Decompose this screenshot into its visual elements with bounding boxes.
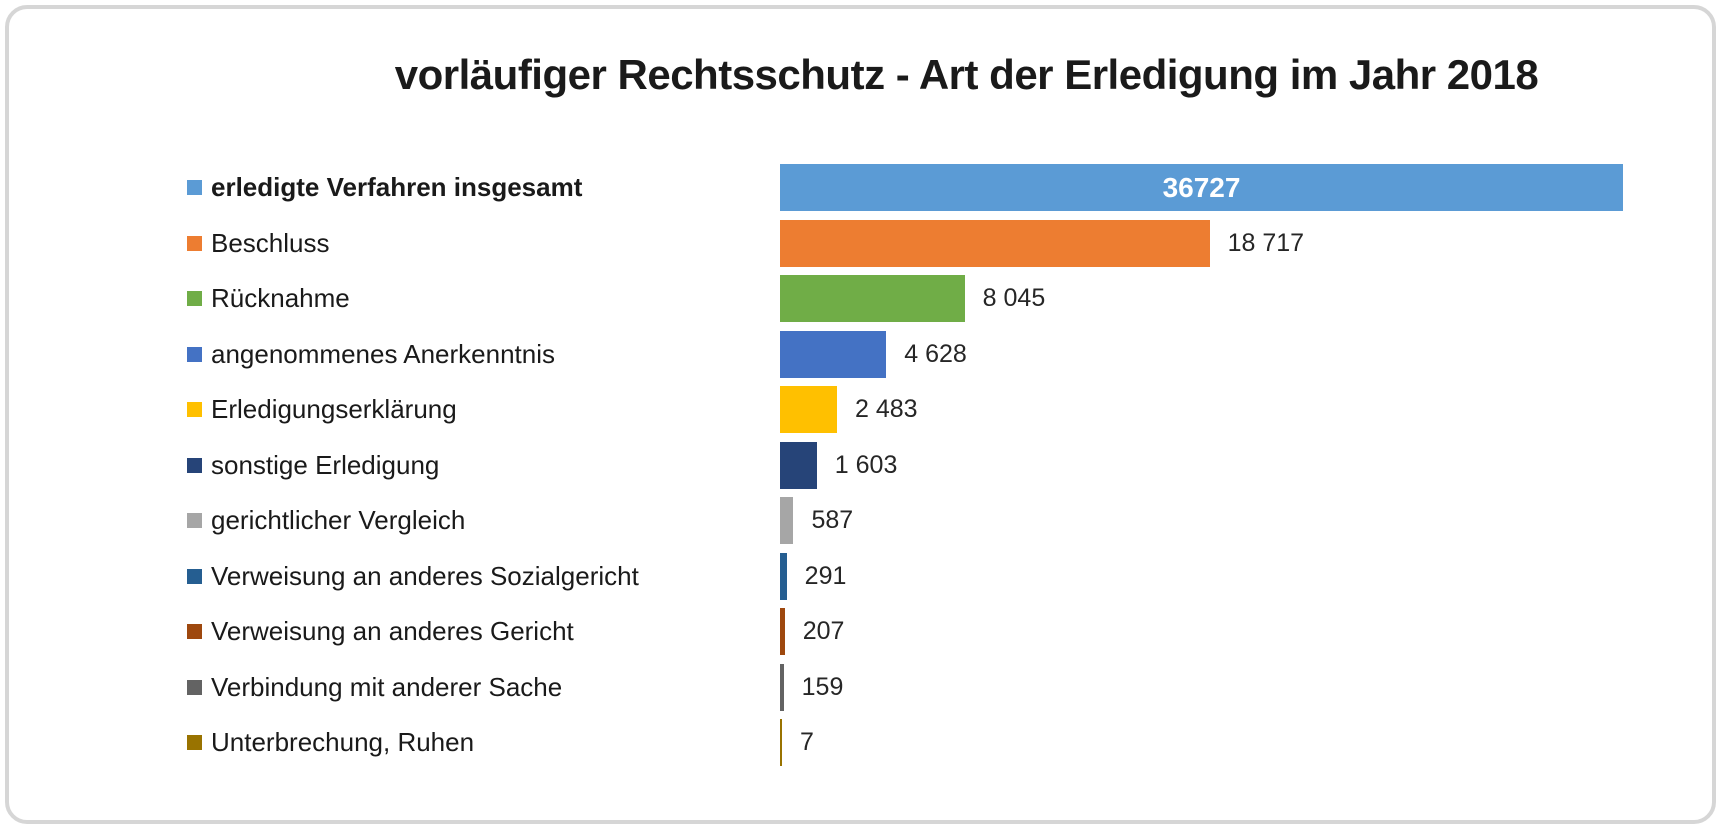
chart-card: vorläufiger Rechtsschutz - Art der Erled… <box>5 5 1716 824</box>
chart-row: gerichtlicher Vergleich 587 <box>9 497 1721 544</box>
legend-color-swatch <box>187 679 202 695</box>
value-label: 7 <box>800 728 814 756</box>
value-label: 18 717 <box>1227 228 1305 257</box>
chart-row: Rücknahme 8 045 <box>9 275 1721 322</box>
bar <box>780 441 817 489</box>
category-label: sonstige Erledigung <box>211 449 440 480</box>
chart-row: sonstige Erledigung 1 603 <box>9 441 1721 489</box>
value-label: 36727 <box>1162 172 1241 203</box>
chart-row: Verweisung an anderes Sozialgericht 291 <box>9 552 1721 600</box>
category-label: angenommenes Anerkenntnis <box>211 338 556 369</box>
value-label: 159 <box>801 672 844 701</box>
value-label: 291 <box>804 561 847 590</box>
category-label: Erledigungserklärung <box>211 394 457 424</box>
bar <box>780 608 785 655</box>
legend-color-swatch <box>187 624 202 639</box>
value-label: 207 <box>802 617 845 645</box>
bar <box>780 275 965 322</box>
category-label: gerichtlicher Vergleich <box>211 505 466 535</box>
bar <box>780 386 837 433</box>
value-label: 2 483 <box>854 395 918 423</box>
chart-row: Beschluss 18 717 <box>9 219 1721 267</box>
chart-row: Verbindung mit anderer Sache 159 <box>9 663 1721 711</box>
legend-color-swatch <box>187 513 202 528</box>
bar <box>780 164 1623 211</box>
legend-color-swatch <box>187 291 202 306</box>
bar <box>780 497 794 544</box>
bar <box>780 330 887 378</box>
category-label: Unterbrechung, Ruhen <box>211 727 475 757</box>
category-label: Verweisung an anderes Gericht <box>211 616 574 646</box>
category-label: Verweisung an anderes Sozialgericht <box>211 560 639 591</box>
chart-row: Unterbrechung, Ruhen 7 <box>9 719 1721 766</box>
legend-color-swatch <box>187 735 202 750</box>
legend-color-swatch <box>187 402 202 417</box>
category-label: Beschluss <box>211 227 330 258</box>
bar <box>780 552 787 600</box>
category-label: erledigte Verfahren insgesamt <box>211 172 583 202</box>
chart-row: erledigte Verfahren insgesamt 36727 <box>9 164 1721 211</box>
bar <box>780 663 784 711</box>
category-label: Rücknahme <box>211 283 350 313</box>
value-label: 587 <box>811 506 854 534</box>
legend-color-swatch <box>187 568 202 584</box>
chart-row: Erledigungserklärung 2 483 <box>9 386 1721 433</box>
value-label: 1 603 <box>834 450 898 479</box>
value-label: 4 628 <box>904 339 967 368</box>
legend-color-swatch <box>187 346 202 362</box>
bar <box>780 219 1210 267</box>
legend-color-swatch <box>187 235 202 251</box>
category-label: Verbindung mit anderer Sache <box>211 671 563 702</box>
legend-color-swatch <box>187 180 202 195</box>
chart-row: angenommenes Anerkenntnis 4 628 <box>9 330 1721 378</box>
bar <box>780 719 782 766</box>
value-label: 8 045 <box>982 284 1046 312</box>
chart-row: Verweisung an anderes Gericht 207 <box>9 608 1721 655</box>
chart-title: vorläufiger Rechtsschutz - Art der Erled… <box>394 51 1539 98</box>
legend-color-swatch <box>187 457 202 473</box>
